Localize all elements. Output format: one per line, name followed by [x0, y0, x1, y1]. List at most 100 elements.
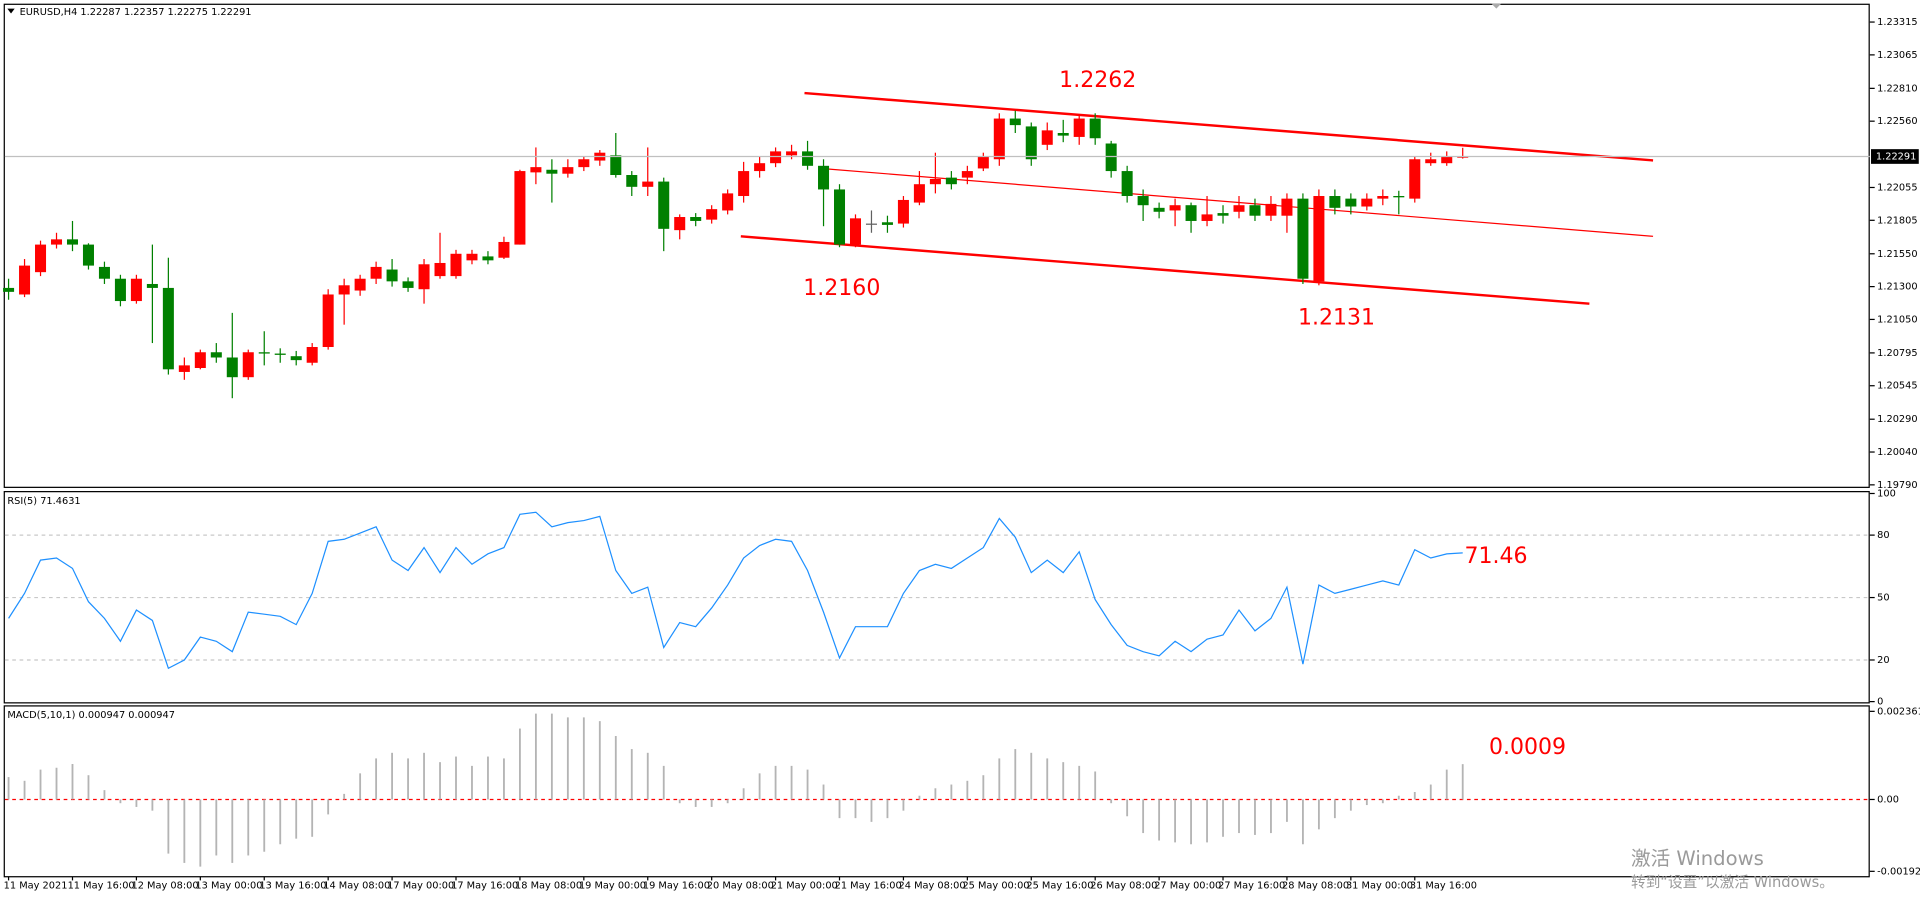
candle-body — [386, 269, 398, 282]
candle-body — [738, 171, 750, 197]
price-annotation: 71.46 — [1464, 544, 1527, 569]
candle-body — [977, 156, 989, 169]
candle-body — [322, 294, 334, 347]
candle-body — [770, 151, 782, 164]
candle-body — [1169, 205, 1181, 211]
candle-body — [865, 223, 877, 225]
x-tick-label: 25 May 16:00 — [1026, 880, 1093, 891]
x-tick-label: 24 May 08:00 — [899, 880, 966, 891]
candle-body — [834, 189, 846, 245]
candle-body — [897, 199, 909, 224]
watermark-title: 激活 Windows — [1631, 847, 1764, 870]
watermark-hint: 转到“设置”以激活 Windows。 — [1631, 874, 1834, 891]
y-tick-label: 100 — [1877, 488, 1896, 499]
candle-body — [1281, 198, 1293, 216]
y-tick-label: 1.20290 — [1877, 414, 1917, 425]
y-tick-label: 1.20040 — [1877, 447, 1917, 458]
macd-panel — [3, 705, 1870, 878]
rsi-line — [8, 511, 1463, 670]
x-tick-label: 31 May 00:00 — [1346, 880, 1413, 891]
candle-body — [450, 253, 462, 277]
candle-body — [961, 171, 973, 178]
candle-body — [1185, 205, 1197, 221]
candle-body — [1409, 159, 1421, 199]
candle-body — [1073, 118, 1085, 137]
candle-body — [690, 217, 702, 221]
candle-body — [1425, 159, 1437, 164]
panel-title: MACD(5,10,1) 0.000947 0.000947 — [7, 710, 175, 721]
candle-body — [530, 167, 542, 173]
candle-body — [162, 287, 174, 370]
y-tick-label: 1.21805 — [1877, 215, 1917, 226]
rsi-panel — [3, 491, 1870, 704]
y-tick-label: 1.21050 — [1877, 314, 1917, 325]
candle-body — [562, 167, 574, 174]
symbol-menu-arrow[interactable] — [7, 8, 15, 14]
candle-body — [1265, 203, 1277, 216]
candle-body — [51, 239, 63, 245]
candle-body — [482, 256, 494, 261]
candle-body — [1041, 130, 1053, 145]
x-tick-label: 28 May 08:00 — [1282, 880, 1349, 891]
price-panel — [3, 3, 1870, 488]
y-tick-label: 1.23315 — [1877, 17, 1917, 28]
candle-body — [1217, 213, 1229, 216]
x-tick-label: 27 May 16:00 — [1218, 880, 1285, 891]
candle-body — [434, 262, 446, 277]
candle-body — [674, 217, 686, 231]
candle-body — [402, 281, 414, 288]
candle-body — [1201, 214, 1213, 221]
x-tick-label: 17 May 16:00 — [451, 880, 518, 891]
candle-body — [338, 285, 350, 295]
candle-body — [98, 266, 110, 279]
candle-body — [1361, 198, 1373, 207]
candle-body — [945, 177, 957, 185]
current-price-label: 1.22291 — [1876, 151, 1916, 162]
x-tick-label: 18 May 08:00 — [515, 880, 582, 891]
candle-body — [19, 265, 31, 295]
y-tick-label: 20 — [1877, 655, 1889, 666]
candle-body — [82, 244, 94, 266]
candle-body — [626, 175, 638, 187]
candle-body — [418, 264, 430, 290]
x-tick-label: 19 May 00:00 — [579, 880, 646, 891]
candle-body — [993, 118, 1005, 160]
y-tick-label: -0.001925 — [1877, 866, 1920, 877]
y-tick-label: 1.22055 — [1877, 182, 1917, 193]
candle-body — [578, 159, 590, 168]
candle-body — [1297, 198, 1309, 279]
candle-body — [1377, 196, 1389, 199]
x-tick-label: 13 May 00:00 — [195, 880, 262, 891]
candle-body — [658, 181, 670, 229]
candle-body — [290, 356, 302, 361]
price-annotation: 1.2160 — [803, 276, 880, 301]
candle-body — [1137, 196, 1149, 206]
y-tick-label: 0.00 — [1877, 794, 1899, 805]
candle-body — [722, 193, 734, 211]
x-tick-label: 19 May 16:00 — [643, 880, 710, 891]
candle-body — [754, 163, 766, 172]
y-tick-label: 1.21300 — [1877, 282, 1917, 293]
candle-body — [466, 253, 478, 261]
candle-body — [818, 165, 830, 190]
plot-layer: EURUSD,H4 1.22287 1.22357 1.22275 1.2229… — [3, 7, 1920, 891]
candle-body — [370, 266, 382, 279]
candle-body — [1153, 207, 1165, 212]
candle-body — [1345, 198, 1357, 207]
current-price-box — [1871, 149, 1919, 164]
candle-body — [849, 218, 861, 245]
candle-body — [210, 352, 222, 358]
price-annotation: 1.2131 — [1298, 305, 1375, 330]
channel-upper — [804, 91, 1654, 162]
candle-body — [35, 244, 47, 273]
x-tick-label: 13 May 16:00 — [259, 880, 326, 891]
x-tick-label: 21 May 16:00 — [835, 880, 902, 891]
x-tick-label: 20 May 08:00 — [707, 880, 774, 891]
candle-body — [913, 184, 925, 203]
y-tick-label: 80 — [1877, 530, 1889, 541]
x-tick-label: 17 May 00:00 — [387, 880, 454, 891]
candle-body — [130, 278, 142, 302]
candle-body — [1329, 196, 1341, 208]
